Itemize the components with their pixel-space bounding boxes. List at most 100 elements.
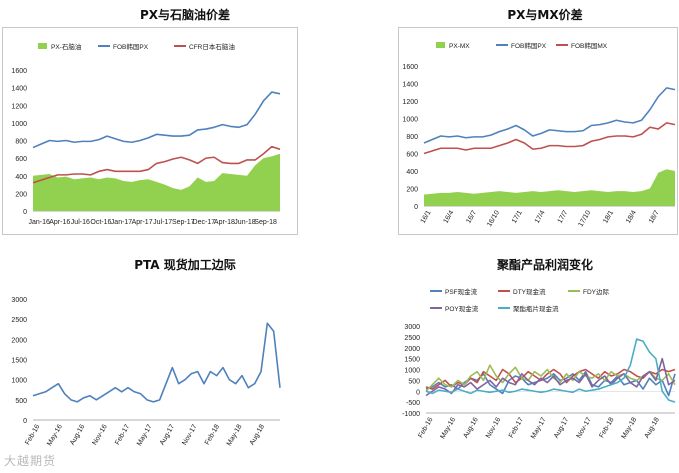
y-tick-label-1-3: 600 bbox=[406, 152, 418, 159]
x-tick-label-1-6: 17/7 bbox=[557, 209, 570, 224]
legend-label-3-4: 聚酯瓶片现金流 bbox=[513, 304, 559, 313]
x-tick-label-0-4: Jan-17 bbox=[111, 219, 133, 226]
watermark: 大越期货 bbox=[4, 454, 57, 468]
y-tick-label-1-8: 1600 bbox=[402, 64, 418, 71]
x-tick-label-0-7: Sep-17 bbox=[172, 219, 195, 226]
y-tick-label-2-0: 0 bbox=[23, 418, 27, 425]
y-tick-label-3-8: 3000 bbox=[404, 324, 420, 331]
series-line-2-0 bbox=[32, 322, 281, 403]
x-tick-label-1-4: 17/1 bbox=[511, 209, 524, 224]
legend-label-1-1: FOB韩国PX bbox=[511, 41, 547, 50]
y-tick-label-0-2: 400 bbox=[15, 174, 27, 181]
y-tick-label-2-5: 2500 bbox=[11, 317, 27, 324]
legend-label-1-2: FOB韩国MX bbox=[571, 41, 608, 50]
x-tick-label-3-1: May-16 bbox=[439, 416, 457, 440]
y-tick-label-2-6: 3000 bbox=[11, 297, 27, 304]
y-tick-label-1-7: 1400 bbox=[402, 82, 418, 89]
legend-swatch-0-0 bbox=[38, 43, 47, 49]
series-line-3-2 bbox=[425, 364, 676, 392]
y-tick-label-3-7: 2500 bbox=[404, 335, 420, 342]
x-tick-label-0-0: Jan-16 bbox=[28, 219, 50, 226]
y-tick-label-2-4: 2000 bbox=[11, 337, 27, 344]
y-tick-label-3-1: -500 bbox=[406, 400, 420, 407]
y-tick-label-3-2: 0 bbox=[416, 389, 420, 396]
y-tick-label-2-2: 1000 bbox=[11, 378, 27, 385]
series-line-1-2 bbox=[423, 122, 676, 155]
legend-label-3-3: POY现金流 bbox=[445, 304, 479, 313]
y-tick-label-3-6: 2000 bbox=[404, 346, 420, 353]
y-tick-label-1-5: 1000 bbox=[402, 117, 418, 124]
legend-label-0-2: CFR日本石脑油 bbox=[189, 42, 235, 51]
x-tick-label-2-7: Nov-17 bbox=[181, 423, 198, 446]
legend-label-1-0: PX-MX bbox=[449, 43, 470, 50]
x-tick-label-1-2: 16/7 bbox=[465, 209, 478, 224]
y-tick-label-0-1: 200 bbox=[15, 191, 27, 198]
x-tick-label-2-2: Aug-16 bbox=[69, 423, 86, 446]
x-tick-label-3-8: Feb-18 bbox=[598, 416, 615, 439]
x-tick-label-0-11: Sep-18 bbox=[254, 219, 277, 226]
series-line-1-1 bbox=[423, 87, 676, 144]
x-tick-label-3-3: Nov-16 bbox=[485, 416, 502, 439]
series-line-0-2 bbox=[32, 145, 281, 184]
x-tick-label-3-5: May-17 bbox=[530, 416, 548, 440]
series-line-3-4 bbox=[425, 338, 676, 403]
legend-label-0-1: FOB韩国PX bbox=[113, 42, 149, 51]
x-tick-label-1-8: 18/1 bbox=[602, 209, 615, 224]
y-tick-label-3-3: 500 bbox=[408, 378, 420, 385]
x-tick-label-0-5: Apr-17 bbox=[132, 219, 153, 226]
chart-title-pta-margin: PTA 现货加工边际 bbox=[134, 258, 236, 272]
x-tick-label-0-2: Jul-16 bbox=[71, 219, 90, 226]
x-tick-label-1-0: 16/1 bbox=[420, 209, 433, 224]
x-tick-label-1-10: 18/7 bbox=[648, 209, 661, 224]
y-tick-label-0-4: 800 bbox=[15, 139, 27, 146]
x-tick-label-1-1: 16/4 bbox=[443, 209, 456, 224]
x-tick-label-2-0: Feb-16 bbox=[24, 423, 41, 446]
y-tick-label-0-7: 1400 bbox=[11, 86, 27, 93]
x-tick-label-1-5: 17/4 bbox=[534, 209, 547, 224]
legend-label-3-0: PSF现金流 bbox=[445, 287, 478, 296]
y-tick-label-1-2: 400 bbox=[406, 169, 418, 176]
chart-title-px-naphtha: PX与石脑油价差 bbox=[139, 8, 231, 22]
y-tick-label-3-5: 1500 bbox=[404, 357, 420, 364]
x-tick-label-3-0: Feb-16 bbox=[417, 416, 434, 439]
legend-label-3-1: DTY现金流 bbox=[513, 287, 546, 296]
x-tick-label-2-5: May-17 bbox=[136, 423, 154, 447]
y-tick-label-0-6: 1200 bbox=[11, 103, 27, 110]
x-tick-label-0-3: Oct-16 bbox=[90, 219, 111, 226]
series-area-0-0 bbox=[33, 153, 280, 211]
y-tick-label-0-0: 0 bbox=[23, 209, 27, 216]
x-tick-label-1-3: 16/10 bbox=[486, 209, 501, 228]
y-tick-label-2-3: 1500 bbox=[11, 358, 27, 365]
x-tick-label-2-8: Feb-18 bbox=[204, 423, 221, 446]
x-tick-label-3-2: Aug-16 bbox=[462, 416, 479, 439]
y-tick-label-0-8: 1600 bbox=[11, 68, 27, 75]
x-tick-label-2-9: May-18 bbox=[226, 423, 244, 447]
x-tick-label-0-10: Jun-18 bbox=[234, 219, 256, 226]
y-tick-label-1-1: 200 bbox=[406, 187, 418, 194]
y-tick-label-0-5: 1000 bbox=[11, 121, 27, 128]
y-tick-label-1-0: 0 bbox=[414, 204, 418, 211]
x-tick-label-2-3: Nov-16 bbox=[91, 423, 108, 446]
y-tick-label-2-1: 500 bbox=[15, 398, 27, 405]
x-tick-label-2-1: May-16 bbox=[46, 423, 64, 447]
x-tick-label-1-7: 17/10 bbox=[577, 209, 592, 228]
y-tick-label-1-6: 1200 bbox=[402, 99, 418, 106]
chart-title-polyester-profit: 聚酯产品利润变化 bbox=[496, 258, 593, 272]
x-tick-label-0-8: Dec-17 bbox=[193, 219, 216, 226]
x-tick-label-0-6: Jul-17 bbox=[153, 219, 172, 226]
legend-label-0-0: PX-石脑油 bbox=[51, 42, 81, 51]
chart-title-px-mx: PX与MX价差 bbox=[507, 8, 583, 22]
y-tick-label-3-0: -1000 bbox=[402, 411, 420, 418]
y-tick-label-0-3: 600 bbox=[15, 156, 27, 163]
series-line-3-3 bbox=[425, 357, 676, 397]
x-tick-label-2-10: Aug-18 bbox=[249, 423, 266, 446]
x-tick-label-3-10: Aug-18 bbox=[644, 416, 661, 439]
legend-swatch-1-0 bbox=[436, 42, 445, 48]
x-tick-label-1-9: 18/4 bbox=[625, 209, 638, 224]
x-tick-label-3-4: Feb-17 bbox=[508, 416, 525, 439]
x-tick-label-0-9: Apr-18 bbox=[214, 219, 235, 226]
x-tick-label-3-6: Aug-17 bbox=[553, 416, 570, 439]
x-tick-label-3-7: Nov-17 bbox=[576, 416, 593, 439]
series-area-1-0 bbox=[424, 169, 675, 206]
